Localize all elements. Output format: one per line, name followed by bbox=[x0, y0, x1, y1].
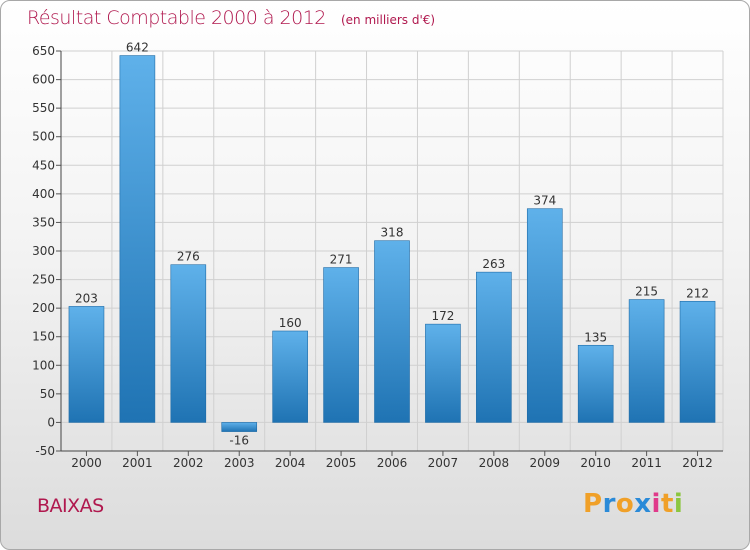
value-label: 212 bbox=[686, 286, 709, 300]
y-tick-label: 50 bbox=[40, 387, 55, 401]
x-tick-label: 2007 bbox=[428, 456, 459, 470]
bar bbox=[221, 422, 258, 432]
y-tick-label: 550 bbox=[32, 101, 55, 115]
bar bbox=[374, 240, 410, 423]
x-tick-label: 2008 bbox=[479, 456, 510, 470]
x-tick-label: 2011 bbox=[631, 456, 662, 470]
bar bbox=[577, 344, 614, 423]
logo-letter: P bbox=[583, 489, 603, 519]
value-labels: 203 642 276 -16 160 271 318 172 263 374 135 215 212 bbox=[75, 41, 709, 448]
y-tick-label: 500 bbox=[32, 130, 55, 144]
bar bbox=[68, 306, 105, 423]
x-tick-label: 2010 bbox=[580, 456, 611, 470]
y-tick-label: 100 bbox=[32, 358, 55, 372]
value-label: 215 bbox=[635, 285, 658, 299]
title-row: Résultat Comptable 2000 à 2012 (en milli… bbox=[27, 7, 435, 29]
logo-letter: i bbox=[673, 489, 684, 519]
logo-letter: t bbox=[660, 489, 674, 519]
y-tick-label: 0 bbox=[47, 415, 55, 429]
bar bbox=[679, 300, 716, 423]
y-tick-label: -50 bbox=[35, 444, 55, 458]
bars bbox=[68, 55, 716, 432]
proxiti-logo[interactable]: Proxiti bbox=[583, 489, 683, 519]
y-tick-label: 200 bbox=[32, 301, 55, 315]
bar bbox=[628, 299, 665, 423]
y-tick-label: 250 bbox=[32, 273, 55, 287]
value-label: 642 bbox=[126, 41, 149, 55]
x-tick-label: 2006 bbox=[377, 456, 408, 470]
logo-letter: r bbox=[602, 489, 616, 519]
bar bbox=[272, 330, 308, 423]
value-label: 271 bbox=[330, 253, 353, 267]
y-tick-label: 150 bbox=[32, 330, 55, 344]
commune-name: BAIXAS bbox=[37, 495, 104, 517]
bar bbox=[323, 267, 359, 423]
logo-letter: o bbox=[615, 489, 635, 519]
bar bbox=[119, 55, 156, 423]
x-tick-label: 2002 bbox=[173, 456, 204, 470]
x-tick-label: 2000 bbox=[71, 456, 102, 470]
x-tick-label: 2003 bbox=[224, 456, 255, 470]
value-label: -16 bbox=[229, 434, 249, 448]
value-label: 160 bbox=[279, 316, 302, 330]
chart-title: Résultat Comptable 2000 à 2012 bbox=[27, 7, 326, 29]
y-tick-label: 300 bbox=[32, 244, 55, 258]
value-label: 263 bbox=[482, 257, 505, 271]
value-label: 203 bbox=[75, 291, 98, 305]
value-label: 135 bbox=[584, 330, 607, 344]
y-tick-label: 600 bbox=[32, 73, 55, 87]
value-label: 172 bbox=[431, 309, 454, 323]
x-tick-label: 2009 bbox=[529, 456, 560, 470]
x-tick-label: 2004 bbox=[275, 456, 306, 470]
chart-subtitle: (en milliers d'€) bbox=[340, 13, 436, 27]
x-tick-label: 2005 bbox=[326, 456, 357, 470]
logo-letter: i bbox=[651, 489, 661, 519]
y-tick-label: 650 bbox=[32, 44, 55, 58]
axes: -50 0 50 100 150 200 250 300 350 400 450 500 550 600 6… bbox=[32, 44, 723, 470]
y-tick-label: 400 bbox=[32, 187, 55, 201]
bar bbox=[170, 264, 207, 423]
bar bbox=[476, 271, 512, 423]
value-label: 374 bbox=[533, 194, 556, 208]
y-tick-label: 350 bbox=[32, 215, 55, 229]
value-label: 276 bbox=[177, 250, 200, 264]
bar bbox=[425, 323, 461, 423]
logo-letter: x bbox=[634, 489, 652, 519]
y-tick-label: 450 bbox=[32, 158, 55, 172]
x-tick-label: 2012 bbox=[682, 456, 713, 470]
bar bbox=[526, 208, 563, 423]
value-label: 318 bbox=[381, 226, 404, 240]
x-tick-label: 2001 bbox=[122, 456, 153, 470]
